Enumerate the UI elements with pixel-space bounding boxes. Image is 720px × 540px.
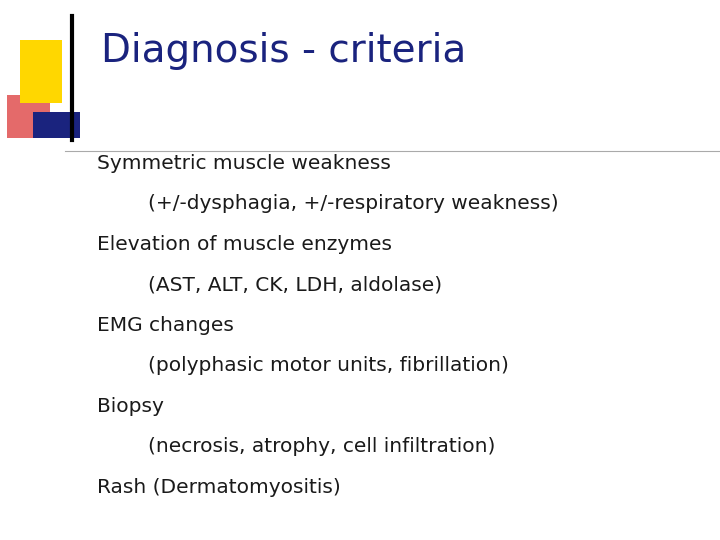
Text: EMG changes: EMG changes: [97, 316, 234, 335]
Text: Diagnosis - criteria: Diagnosis - criteria: [101, 32, 466, 70]
Text: Biopsy: Biopsy: [97, 397, 164, 416]
Text: (polyphasic motor units, fibrillation): (polyphasic motor units, fibrillation): [97, 356, 509, 375]
Text: Elevation of muscle enzymes: Elevation of muscle enzymes: [97, 235, 392, 254]
Text: Symmetric muscle weakness: Symmetric muscle weakness: [97, 154, 391, 173]
Text: (AST, ALT, CK, LDH, aldolase): (AST, ALT, CK, LDH, aldolase): [97, 275, 442, 294]
Text: (+/-dysphagia, +/-respiratory weakness): (+/-dysphagia, +/-respiratory weakness): [97, 194, 559, 213]
Text: Rash (Dermatomyositis): Rash (Dermatomyositis): [97, 478, 341, 497]
Bar: [20, 40, 62, 103]
Text: (necrosis, atrophy, cell infiltration): (necrosis, atrophy, cell infiltration): [97, 437, 495, 456]
Bar: [33, 112, 80, 138]
Bar: [7, 94, 50, 138]
